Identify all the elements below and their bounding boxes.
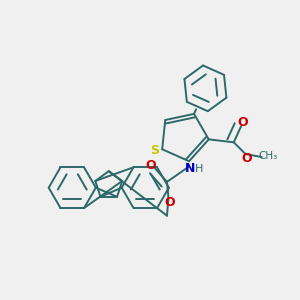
Text: CH₃: CH₃ <box>259 152 278 161</box>
Text: N: N <box>185 162 196 175</box>
Text: H: H <box>195 164 204 174</box>
Text: O: O <box>165 196 175 209</box>
Text: O: O <box>146 159 156 172</box>
Text: O: O <box>237 116 248 129</box>
Text: O: O <box>241 152 252 165</box>
Text: S: S <box>150 144 159 157</box>
